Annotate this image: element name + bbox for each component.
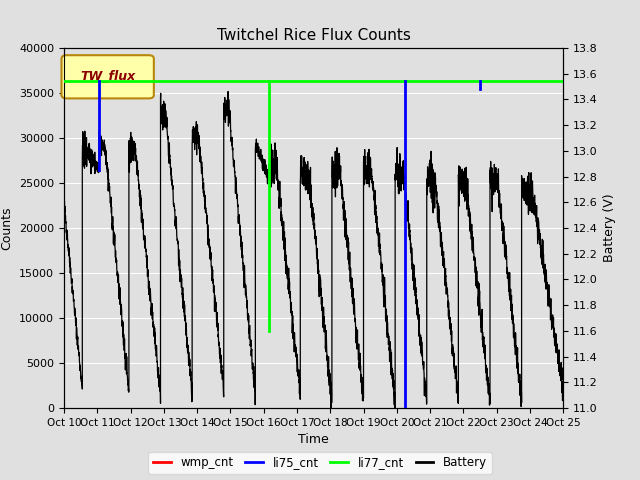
- X-axis label: Time: Time: [298, 433, 329, 446]
- Text: TW_flux: TW_flux: [80, 70, 136, 83]
- FancyBboxPatch shape: [61, 55, 154, 98]
- Legend: wmp_cnt, li75_cnt, li77_cnt, Battery: wmp_cnt, li75_cnt, li77_cnt, Battery: [148, 452, 492, 474]
- Y-axis label: Battery (V): Battery (V): [604, 194, 616, 262]
- Y-axis label: Counts: Counts: [1, 206, 13, 250]
- Title: Twitchel Rice Flux Counts: Twitchel Rice Flux Counts: [217, 28, 410, 43]
